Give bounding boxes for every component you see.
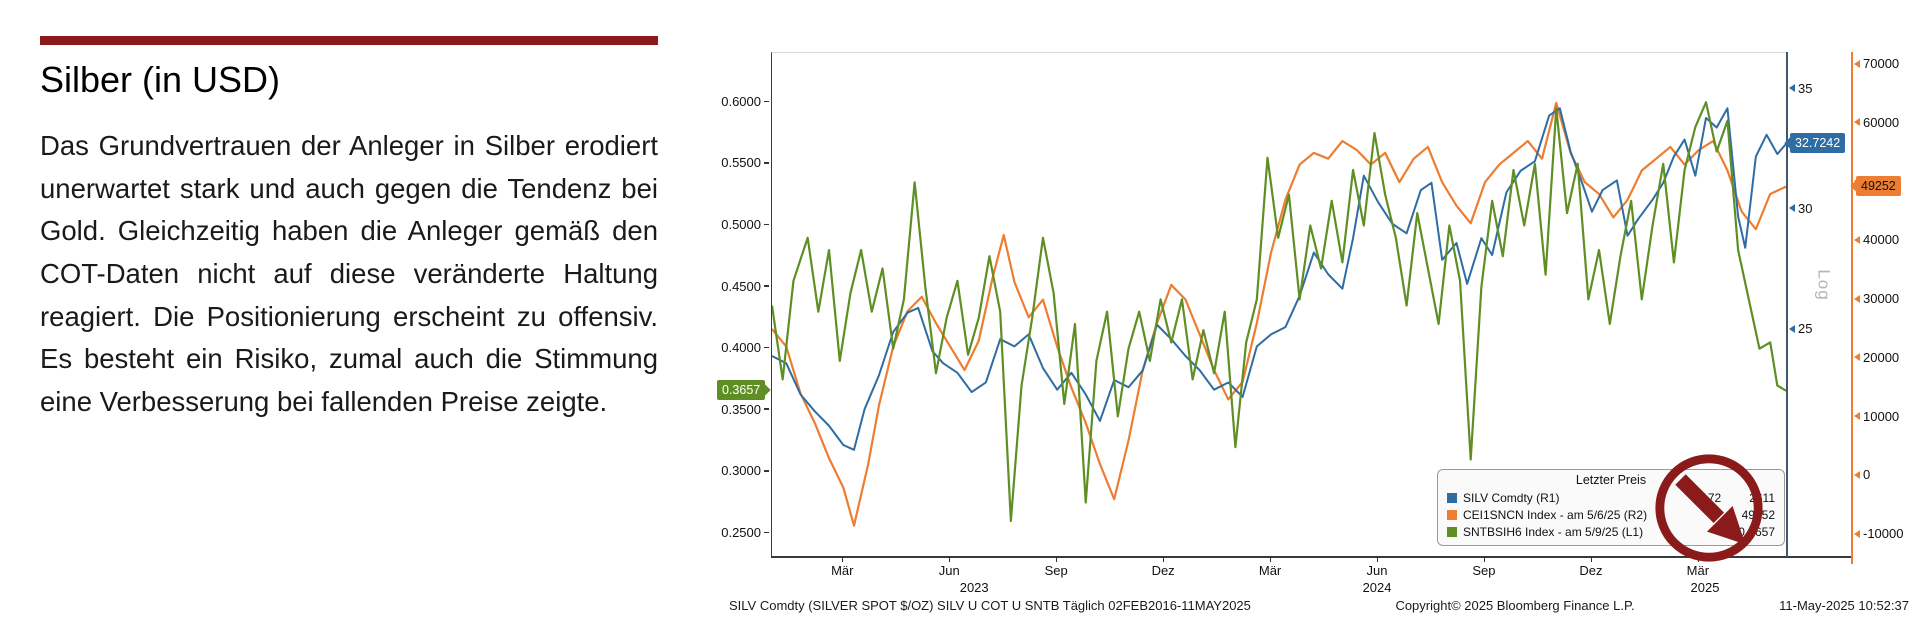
l1-axis-tick: 0.4000 (721, 340, 769, 356)
commentary-panel: Silber (in USD) Das Grundvertrauen der A… (40, 36, 658, 423)
accent-bar (40, 36, 658, 45)
x-axis-tick (1483, 557, 1485, 562)
r1-axis-tick: 35 (1789, 80, 1812, 96)
legend-row: CEI1SNCN Index - am 5/6/25 (R2) 49252 (1447, 506, 1775, 523)
r2-axis-tick: 70000 (1854, 56, 1899, 72)
r2-axis-tick: 60000 (1854, 114, 1899, 130)
legend-value: 49252 (1741, 507, 1775, 522)
page-title: Silber (in USD) (40, 59, 281, 100)
l1-axis-tick: 0.3000 (721, 463, 769, 479)
x-axis-tick-label: Dez (1579, 563, 1603, 578)
bloomberg-chart: 0.6000 0.5500 0.5000 0.4500 0.4000 0.3500 0.30… (715, 0, 1915, 625)
legend-title: Letzter Preis (1575, 473, 1647, 487)
r2-axis-tick: 20000 (1854, 349, 1899, 365)
x-axis-tick-label: Sep (1044, 563, 1068, 578)
x-axis-tick (842, 557, 844, 562)
r1-axis-tick: 25 (1789, 321, 1812, 337)
x-axis-year-label: 2024 (1362, 580, 1392, 595)
plot-area (771, 52, 1788, 558)
series-sntbsih6-index (772, 102, 1786, 521)
x-axis-tick (1697, 557, 1699, 562)
legend-row: SNTBSIH6 Index - am 5/9/25 (L1) 0.3657 (1447, 523, 1775, 540)
blue-series-swatch (1447, 492, 1457, 503)
legend-row: SILV Comdty (R1) 32.72 2611 (1447, 489, 1775, 506)
right-axis-1-line (1786, 52, 1788, 557)
legend-value: 32.72 (1691, 490, 1722, 505)
x-axis-line (771, 556, 1853, 558)
l1-axis-tick: 0.3500 (721, 401, 769, 417)
x-axis-year-label: 2025 (1690, 580, 1720, 595)
chart-footer-copyright: Copyright© 2025 Bloomberg Finance L.P. (1395, 598, 1635, 613)
r2-axis-tick: 40000 (1854, 232, 1899, 248)
x-axis-tick-label: Mär (1258, 563, 1282, 578)
log-scale-label: Log (1814, 269, 1834, 301)
series-plot (772, 53, 1788, 558)
legend: Letzter Preis SILV Comdty (R1) 32.72 2611… (1437, 469, 1785, 546)
r2-axis-tick: 0 (1854, 467, 1870, 483)
l1-axis-tick: 0.6000 (721, 93, 769, 109)
series-cei1sncn-index (772, 103, 1786, 526)
legend-label: SILV Comdty (R1) (1463, 490, 1560, 505)
x-axis-tick (1163, 557, 1165, 562)
x-axis-tick (1270, 557, 1272, 562)
legend-value-part2: 2611 (1749, 490, 1775, 505)
chart-footer-datetime: 11-May-2025 10:52:37 (1779, 598, 1909, 613)
l1-axis-tick: 0.5000 (721, 216, 769, 232)
x-axis-tick-label: Sep (1472, 563, 1496, 578)
x-axis-tick-label: Mär (1686, 563, 1710, 578)
x-axis-year-label: 2023 (959, 580, 989, 595)
x-axis-tick (1377, 557, 1379, 562)
x-axis-tick-label: Dez (1151, 563, 1175, 578)
x-axis: Mär Jun Sep Dez Mär Jun Sep Dez Mär 2023 2024 2025 (771, 557, 1787, 599)
legend-value: 0.3657 (1738, 524, 1775, 539)
r2-axis-tick: 30000 (1854, 291, 1899, 307)
right-axis-2: 70000 60000 50000 40000 30000 20000 10000 0 -100… (1854, 52, 1914, 557)
r2-axis-tick: 50000 (1854, 173, 1899, 189)
r2-axis-tick: 10000 (1854, 408, 1899, 424)
x-axis-tick (949, 557, 951, 562)
x-axis-tick-label: Jun (938, 563, 960, 578)
commentary-text: Das Grundvertrauen der Anleger in Silber… (40, 130, 658, 417)
orange-series-swatch (1447, 509, 1457, 520)
left-axis: 0.6000 0.5500 0.5000 0.4500 0.4000 0.3500 0.30… (715, 52, 769, 557)
legend-label: SNTBSIH6 Index - am 5/9/25 (L1) (1463, 524, 1644, 539)
x-axis-tick (1056, 557, 1058, 562)
x-axis-tick (1590, 557, 1592, 562)
r2-axis-tick: -10000 (1854, 526, 1903, 542)
l1-axis-tick: 0.2500 (721, 524, 769, 540)
green-series-swatch (1447, 526, 1457, 537)
right-axis-1: 35 30 25 (1789, 52, 1847, 557)
chart-footer-description: SILV Comdty (SILVER SPOT $/OZ) SILV U CO… (729, 598, 1251, 613)
r1-axis-tick: 30 (1789, 200, 1812, 216)
l1-axis-tick: 0.5500 (721, 155, 769, 171)
x-axis-tick-label: Jun (1366, 563, 1388, 578)
x-axis-tick-label: Mär (831, 563, 854, 578)
l1-axis-tick: 0.4500 (721, 278, 769, 294)
right-axis-2-line (1851, 52, 1853, 564)
legend-label: CEI1SNCN Index - am 5/6/25 (R2) (1463, 507, 1648, 522)
chart-footer: SILV Comdty (SILVER SPOT $/OZ) SILV U CO… (729, 598, 1909, 613)
